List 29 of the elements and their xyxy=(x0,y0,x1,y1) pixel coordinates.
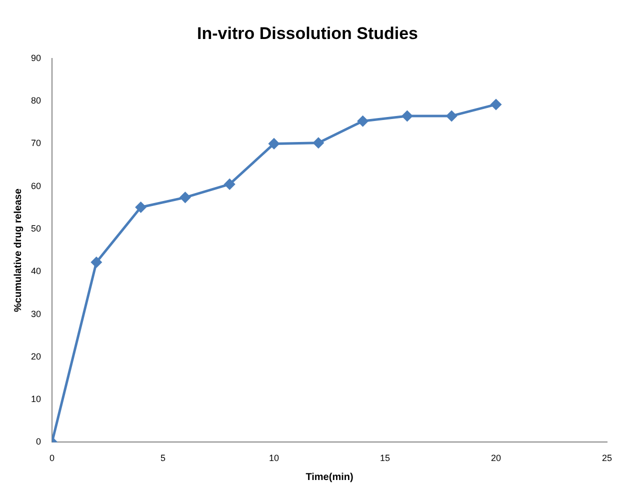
x-tick-label: 20 xyxy=(490,453,502,464)
point xyxy=(91,256,102,268)
y-tick-label: 70 xyxy=(30,138,42,148)
point xyxy=(268,138,280,149)
x-tick-label: 25 xyxy=(602,453,612,464)
x-axis-title: Time(min) xyxy=(306,472,354,483)
y-tick-label: 50 xyxy=(30,223,42,234)
point xyxy=(358,116,368,126)
y-tick-label: 90 xyxy=(30,52,42,63)
x-tick-label: 5 xyxy=(160,453,166,464)
y-tick-label: 0 xyxy=(36,436,42,447)
point xyxy=(402,110,412,122)
point xyxy=(490,99,502,110)
point xyxy=(446,110,457,122)
y-tick-label: 10 xyxy=(30,394,42,404)
chart-title: In-vitro Dissolution Studies xyxy=(196,24,418,43)
y-axis-title: %cumulative drug release xyxy=(12,188,24,312)
point xyxy=(224,178,235,190)
point xyxy=(180,192,190,203)
x-tick-label: 0 xyxy=(50,453,55,464)
y-tick-label: 20 xyxy=(30,351,42,362)
y-tick-label: 60 xyxy=(30,180,42,191)
x-tick-label: 10 xyxy=(269,453,280,464)
point xyxy=(136,202,146,212)
x-tick-label: 15 xyxy=(380,453,390,464)
y-tick-label: 80 xyxy=(30,96,42,106)
y-tick-label: 40 xyxy=(30,266,42,276)
point xyxy=(313,138,324,148)
y-tick-label: 30 xyxy=(30,308,42,319)
